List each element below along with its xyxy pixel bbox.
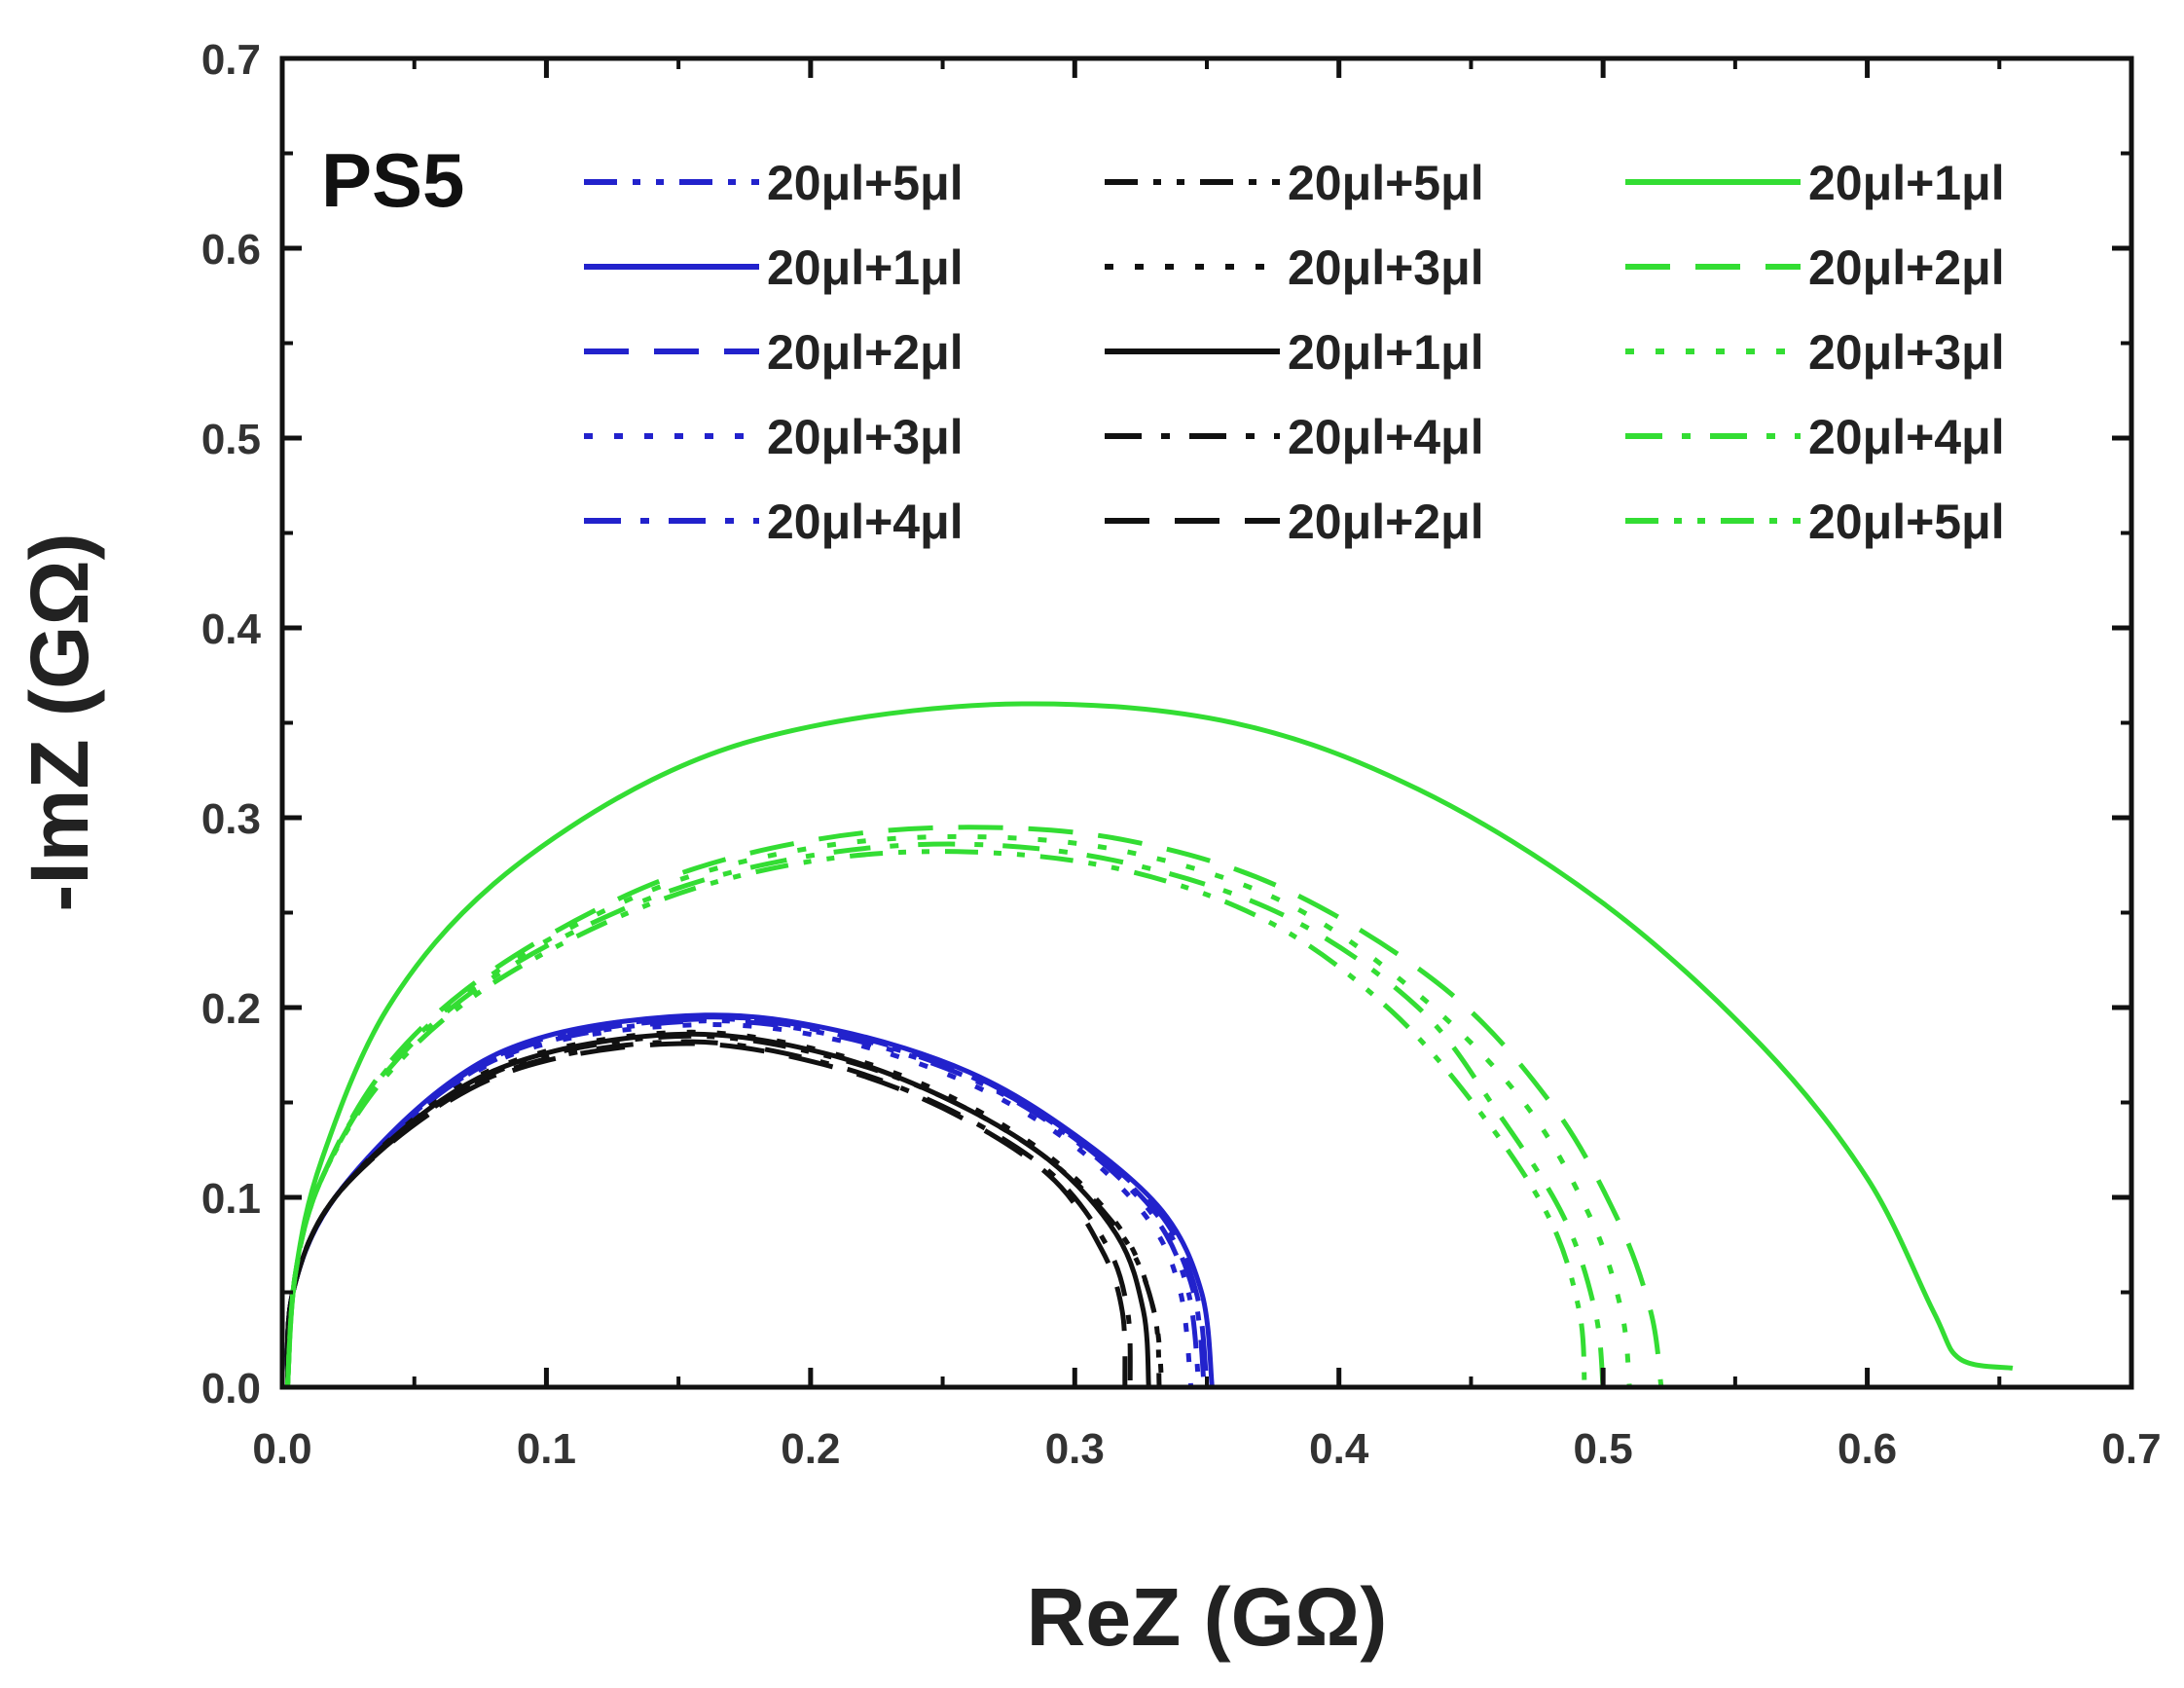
legend-label-green: 20μl+1μl bbox=[1808, 156, 2005, 210]
y-tick-label: 0.4 bbox=[201, 605, 262, 653]
legend-label-blue: 20μl+4μl bbox=[767, 495, 964, 549]
x-tick-label: 0.2 bbox=[781, 1425, 840, 1473]
legend-label-blue: 20μl+5μl bbox=[767, 156, 964, 210]
x-axis-title: ReZ (GΩ) bbox=[1027, 1571, 1388, 1663]
legend-label-black: 20μl+4μl bbox=[1288, 410, 1484, 464]
legend-label-black: 20μl+1μl bbox=[1288, 325, 1484, 380]
legend-label-black: 20μl+2μl bbox=[1288, 495, 1484, 549]
legend-label-black: 20μl+5μl bbox=[1288, 156, 1484, 210]
axis-tick-labels: 0.0 0.1 0.2 0.3 0.4 0.5 0.6 0.7 0.0 0.1 0.2 0.3 0.4 0… bbox=[201, 36, 2162, 1473]
y-tick-label: 0.7 bbox=[201, 36, 261, 84]
series-green-20-plus-2-line bbox=[284, 825, 1664, 1388]
y-axis-title: -ImZ (GΩ) bbox=[14, 532, 105, 911]
x-tick-label: 0.1 bbox=[517, 1425, 576, 1473]
series-blue-20-plus-5-line bbox=[284, 1018, 1202, 1388]
x-tick-label: 0.6 bbox=[1838, 1425, 1897, 1473]
series-blue-20-plus-3-line bbox=[284, 1021, 1194, 1388]
y-tick-label: 0.2 bbox=[201, 985, 261, 1033]
series-green-20-plus-3-line bbox=[284, 833, 1632, 1388]
legend-label-blue: 20μl+1μl bbox=[767, 240, 964, 295]
legend: 20μl+5μl 20μl+1μl 20μl+2μl 20μl+3μl 20μl+4μl… bbox=[584, 156, 2005, 549]
y-tick-label: 0.6 bbox=[201, 226, 261, 274]
series-blue-20-plus-4-line bbox=[284, 1016, 1207, 1388]
curves-layer bbox=[284, 701, 2014, 1388]
x-tick-label: 0.3 bbox=[1045, 1425, 1105, 1473]
y-tick-label: 0.0 bbox=[201, 1365, 261, 1413]
legend-label-black: 20μl+3μl bbox=[1288, 240, 1484, 295]
ps5-annotation: PS5 bbox=[321, 137, 464, 223]
x-tick-label: 0.4 bbox=[1309, 1425, 1369, 1473]
series-green-20-plus-5-line bbox=[284, 849, 1587, 1388]
series-black-20-plus-5-line bbox=[284, 1033, 1162, 1388]
series-black-20-plus-1-line bbox=[284, 1031, 1151, 1388]
x-tick-label: 0.7 bbox=[2101, 1425, 2161, 1473]
y-tick-label: 0.5 bbox=[201, 416, 261, 463]
series-black-20-plus-3-line bbox=[284, 1029, 1165, 1388]
series-green-20-plus-1-line bbox=[284, 701, 2014, 1388]
legend-label-blue: 20μl+2μl bbox=[767, 325, 964, 380]
series-green-20-plus-4-line bbox=[284, 841, 1606, 1388]
x-tick-label: 0.5 bbox=[1574, 1425, 1633, 1473]
x-tick-label: 0.0 bbox=[252, 1425, 311, 1473]
legend-label-blue: 20μl+3μl bbox=[767, 410, 964, 464]
series-blue-20-plus-2-line bbox=[284, 1014, 1210, 1388]
series-black-20-plus-2-line bbox=[284, 1041, 1128, 1388]
series-black-20-plus-4-line bbox=[284, 1039, 1133, 1388]
axis-ticks bbox=[279, 55, 2134, 1390]
legend-label-green: 20μl+4μl bbox=[1808, 410, 2005, 464]
legend-label-green: 20μl+2μl bbox=[1808, 240, 2005, 295]
y-tick-label: 0.1 bbox=[201, 1175, 261, 1223]
y-tick-label: 0.3 bbox=[201, 795, 261, 843]
legend-label-green: 20μl+5μl bbox=[1808, 495, 2005, 549]
legend-label-green: 20μl+3μl bbox=[1808, 325, 2005, 380]
